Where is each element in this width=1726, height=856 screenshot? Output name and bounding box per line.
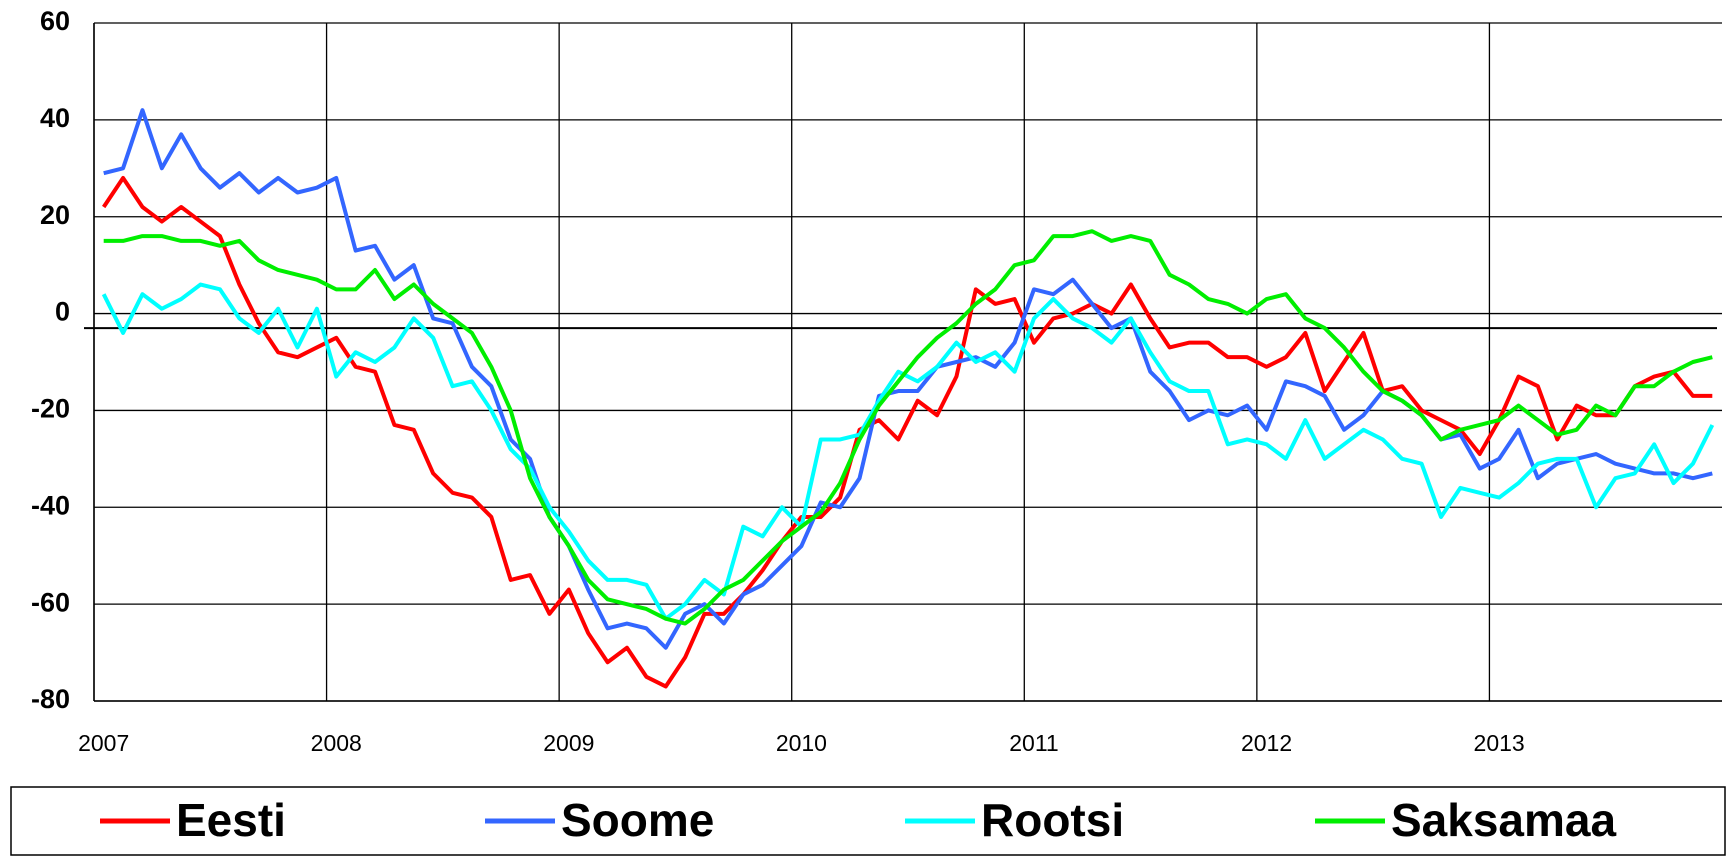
legend-label: Rootsi	[981, 794, 1124, 846]
y-tick-label: 60	[40, 6, 70, 36]
legend-label: Eesti	[176, 794, 286, 846]
y-tick-label: 20	[40, 200, 70, 230]
legend-box	[10, 786, 1726, 856]
series-line	[101, 282, 1715, 621]
y-tick-label: -60	[31, 587, 70, 617]
x-tick-label: 2010	[776, 730, 827, 756]
x-tick-label: 2013	[1474, 730, 1525, 756]
y-tick-label: -40	[31, 490, 70, 520]
x-tick-label: 2008	[311, 730, 362, 756]
x-tick-label: 2009	[543, 730, 594, 756]
x-tick-label: 2007	[78, 730, 129, 756]
y-tick-label: 40	[40, 103, 70, 133]
y-tick-label: -80	[31, 684, 70, 714]
x-tick-label: 2011	[1009, 730, 1058, 756]
legend-label: Soome	[561, 794, 714, 846]
series-line	[103, 229, 1713, 626]
series-line	[103, 108, 1713, 650]
legend-label: Saksamaa	[1391, 794, 1616, 846]
series-line	[102, 175, 1713, 689]
x-tick-label: 2012	[1241, 730, 1292, 756]
y-tick-label: 0	[55, 297, 70, 327]
y-tick-label: -20	[31, 394, 70, 424]
